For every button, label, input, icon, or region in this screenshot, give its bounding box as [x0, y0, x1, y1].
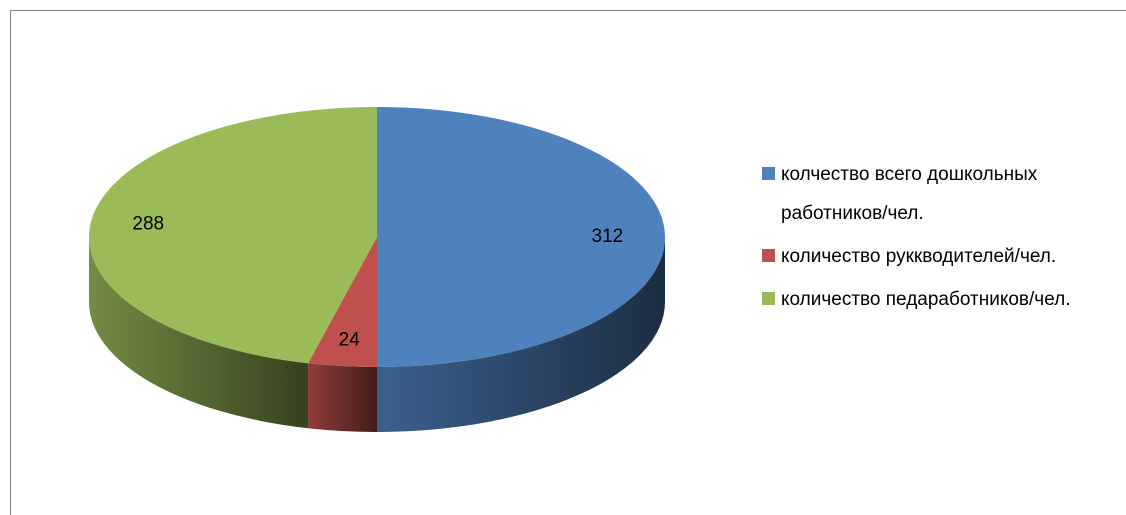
legend-item: количество руккводителей/чел. [760, 237, 1105, 276]
data-label: 24 [339, 329, 361, 350]
legend-item: количество педаработников/чел. [760, 280, 1105, 319]
slice-side [377, 237, 665, 432]
data-label: 312 [592, 226, 624, 247]
legend-label: количество педаработников/чел. [781, 289, 1071, 310]
slice [308, 237, 377, 367]
slice-side [308, 363, 377, 432]
legend-swatch [762, 249, 775, 262]
slice [88, 107, 377, 364]
legend-item: колчество всего дошкольных работников/че… [760, 155, 1105, 233]
legend-swatch [762, 167, 775, 180]
chart-frame [10, 10, 1126, 515]
legend-swatch [762, 292, 775, 305]
slice [377, 107, 665, 367]
legend: колчество всего дошкольных работников/че… [760, 155, 1105, 323]
legend-label: количество руккводителей/чел. [781, 246, 1057, 267]
legend-label: колчество всего дошкольных работников/че… [781, 164, 1038, 224]
data-label: 288 [132, 213, 164, 234]
slice-side [89, 237, 309, 429]
